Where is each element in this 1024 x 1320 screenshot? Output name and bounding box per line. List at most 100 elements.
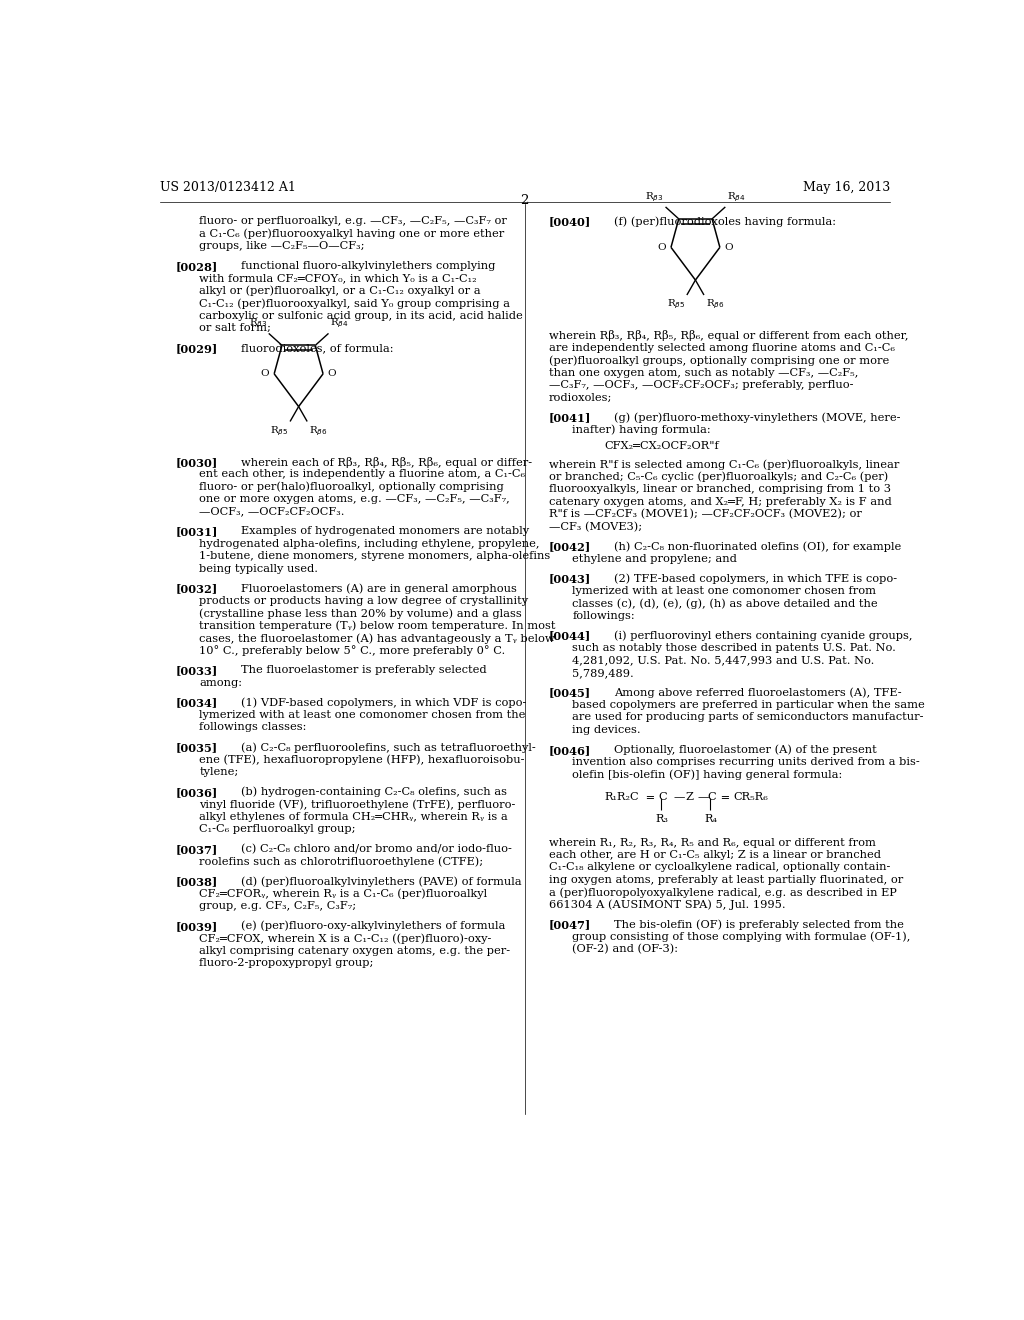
Text: (1) VDF-based copolymers, in which VDF is copo-: (1) VDF-based copolymers, in which VDF i… xyxy=(241,697,526,708)
Text: (a) C₂-C₈ perfluoroolefins, such as tetrafluoroethyl-: (a) C₂-C₈ perfluoroolefins, such as tetr… xyxy=(241,742,536,752)
Text: cases, the fluoroelastomer (A) has advantageously a Tᵧ below: cases, the fluoroelastomer (A) has advan… xyxy=(200,634,555,644)
Text: C₁-C₆ perfluoroalkyl group;: C₁-C₆ perfluoroalkyl group; xyxy=(200,824,356,834)
Text: [0035]: [0035] xyxy=(176,742,218,754)
Text: roolefins such as chlorotrifluoroethylene (CTFE);: roolefins such as chlorotrifluoroethylen… xyxy=(200,857,483,867)
Text: (OF-2) and (OF-3):: (OF-2) and (OF-3): xyxy=(572,944,679,954)
Text: lymerized with at least one comonomer chosen from the: lymerized with at least one comonomer ch… xyxy=(200,710,525,719)
Text: fluoro-2-propoxypropyl group;: fluoro-2-propoxypropyl group; xyxy=(200,958,374,968)
Text: [0045]: [0045] xyxy=(549,688,591,698)
Text: —: — xyxy=(674,792,685,801)
Text: carboxylic or sulfonic acid group, in its acid, acid halide: carboxylic or sulfonic acid group, in it… xyxy=(200,310,523,321)
Text: —CF₃ (MOVE3);: —CF₃ (MOVE3); xyxy=(549,521,642,532)
Text: fluorodioxoles, of formula:: fluorodioxoles, of formula: xyxy=(241,343,393,352)
Text: or branched; C₅-C₆ cyclic (per)fluoroalkyls; and C₂-C₆ (per): or branched; C₅-C₆ cyclic (per)fluoroalk… xyxy=(549,471,888,482)
Text: —C₃F₇, —OCF₃, —OCF₂CF₂OCF₃; preferably, perfluo-: —C₃F₇, —OCF₃, —OCF₂CF₂OCF₃; preferably, … xyxy=(549,380,853,391)
Text: (d) (per)fluoroalkylvinylethers (PAVE) of formula: (d) (per)fluoroalkylvinylethers (PAVE) o… xyxy=(241,876,521,887)
Text: ═: ═ xyxy=(722,792,728,801)
Text: (h) C₂-C₈ non-fluorinated olefins (OI), for example: (h) C₂-C₈ non-fluorinated olefins (OI), … xyxy=(613,541,901,552)
Text: alkyl ethylenes of formula CH₂═CHRᵧ, wherein Rᵧ is a: alkyl ethylenes of formula CH₂═CHRᵧ, whe… xyxy=(200,812,508,821)
Text: CFX₂═CX₂OCF₂OR"f: CFX₂═CX₂OCF₂OR"f xyxy=(604,441,719,451)
Text: such as notably those described in patents U.S. Pat. No.: such as notably those described in paten… xyxy=(572,643,896,653)
Text: (per)fluoroalkyl groups, optionally comprising one or more: (per)fluoroalkyl groups, optionally comp… xyxy=(549,355,889,366)
Text: R₃: R₃ xyxy=(655,814,668,824)
Text: with formula CF₂═CFOY₀, in which Y₀ is a C₁-C₁₂: with formula CF₂═CFOY₀, in which Y₀ is a… xyxy=(200,273,477,284)
Text: 4,281,092, U.S. Pat. No. 5,447,993 and U.S. Pat. No.: 4,281,092, U.S. Pat. No. 5,447,993 and U… xyxy=(572,655,874,665)
Text: [0032]: [0032] xyxy=(176,583,218,594)
Text: or salt form;: or salt form; xyxy=(200,323,271,333)
Text: R$_{\beta4}$: R$_{\beta4}$ xyxy=(727,190,745,203)
Text: (crystalline phase less than 20% by volume) and a glass: (crystalline phase less than 20% by volu… xyxy=(200,609,522,619)
Text: invention also comprises recurring units derived from a bis-: invention also comprises recurring units… xyxy=(572,758,921,767)
Text: CF₂═CFORᵧ, wherein Rᵧ is a C₁-C₆ (per)fluoroalkyl: CF₂═CFORᵧ, wherein Rᵧ is a C₁-C₆ (per)fl… xyxy=(200,888,487,899)
Text: R$_{\beta3}$: R$_{\beta3}$ xyxy=(645,190,664,203)
Text: wherein Rβ₃, Rβ₄, Rβ₅, Rβ₆, equal or different from each other,: wherein Rβ₃, Rβ₄, Rβ₅, Rβ₆, equal or dif… xyxy=(549,330,908,342)
Text: tylene;: tylene; xyxy=(200,767,239,777)
Text: (b) hydrogen-containing C₂-C₈ olefins, such as: (b) hydrogen-containing C₂-C₈ olefins, s… xyxy=(241,787,507,797)
Text: Fluoroelastomers (A) are in general amorphous: Fluoroelastomers (A) are in general amor… xyxy=(241,583,516,594)
Text: fluoro- or perfluoroalkyl, e.g. —CF₃, —C₂F₅, —C₃F₇ or: fluoro- or perfluoroalkyl, e.g. —CF₃, —C… xyxy=(200,216,507,226)
Text: ing oxygen atoms, preferably at least partially fluorinated, or: ing oxygen atoms, preferably at least pa… xyxy=(549,875,903,884)
Text: functional fluoro-alkylvinylethers complying: functional fluoro-alkylvinylethers compl… xyxy=(241,261,495,271)
Text: ent each other, is independently a fluorine atom, a C₁-C₆: ent each other, is independently a fluor… xyxy=(200,470,525,479)
Text: The fluoroelastomer is preferably selected: The fluoroelastomer is preferably select… xyxy=(241,665,486,676)
Text: a (per)fluoropolyoxyalkylene radical, e.g. as described in EP: a (per)fluoropolyoxyalkylene radical, e.… xyxy=(549,887,896,898)
Text: vinyl fluoride (VF), trifluoroethylene (TrFE), perfluoro-: vinyl fluoride (VF), trifluoroethylene (… xyxy=(200,799,516,809)
Text: CR₅R₆: CR₅R₆ xyxy=(733,792,768,801)
Text: than one oxygen atom, such as notably —CF₃, —C₂F₅,: than one oxygen atom, such as notably —C… xyxy=(549,368,858,378)
Text: one or more oxygen atoms, e.g. —CF₃, —C₂F₅, —C₃F₇,: one or more oxygen atoms, e.g. —CF₃, —C₂… xyxy=(200,494,510,504)
Text: [0044]: [0044] xyxy=(549,631,591,642)
Text: CF₂═CFOX, wherein X is a C₁-C₁₂ ((per)fluoro)-oxy-: CF₂═CFOX, wherein X is a C₁-C₁₂ ((per)fl… xyxy=(200,933,492,944)
Text: O: O xyxy=(657,243,667,252)
Text: fluoro- or per(halo)fluoroalkyl, optionally comprising: fluoro- or per(halo)fluoroalkyl, optiona… xyxy=(200,482,504,492)
Text: [0038]: [0038] xyxy=(176,876,218,887)
Text: groups, like —C₂F₅—O—CF₃;: groups, like —C₂F₅—O—CF₃; xyxy=(200,242,365,251)
Text: based copolymers are preferred in particular when the same: based copolymers are preferred in partic… xyxy=(572,700,925,710)
Text: R$_{\beta5}$: R$_{\beta5}$ xyxy=(270,425,289,438)
Text: Among above referred fluoroelastomers (A), TFE-: Among above referred fluoroelastomers (A… xyxy=(613,688,901,698)
Text: ing devices.: ing devices. xyxy=(572,725,641,735)
Text: Optionally, fluoroelastomer (A) of the present: Optionally, fluoroelastomer (A) of the p… xyxy=(613,744,877,755)
Text: each other, are H or C₁-C₅ alkyl; Z is a linear or branched: each other, are H or C₁-C₅ alkyl; Z is a… xyxy=(549,850,881,861)
Text: hydrogenated alpha-olefins, including ethylene, propylene,: hydrogenated alpha-olefins, including et… xyxy=(200,539,540,549)
Text: rodioxoles;: rodioxoles; xyxy=(549,392,612,403)
Text: alkyl or (per)fluoroalkyl, or a C₁-C₁₂ oxyalkyl or a: alkyl or (per)fluoroalkyl, or a C₁-C₁₂ o… xyxy=(200,285,481,296)
Text: Z: Z xyxy=(686,792,694,801)
Text: catenary oxygen atoms, and X₂═F, H; preferably X₂ is F and: catenary oxygen atoms, and X₂═F, H; pref… xyxy=(549,496,891,507)
Text: [0029]: [0029] xyxy=(176,343,218,354)
Text: R₁R₂C: R₁R₂C xyxy=(604,792,639,801)
Text: (f) (per)fluorodioxoles having formula:: (f) (per)fluorodioxoles having formula: xyxy=(613,216,836,227)
Text: [0043]: [0043] xyxy=(549,573,591,585)
Text: group, e.g. CF₃, C₂F₅, C₃F₇;: group, e.g. CF₃, C₂F₅, C₃F₇; xyxy=(200,900,356,911)
Text: [0042]: [0042] xyxy=(549,541,591,552)
Text: C: C xyxy=(708,792,716,801)
Text: US 2013/0123412 A1: US 2013/0123412 A1 xyxy=(160,181,296,194)
Text: R$_{\beta6}$: R$_{\beta6}$ xyxy=(309,425,328,438)
Text: —OCF₃, —OCF₂CF₂OCF₃.: —OCF₃, —OCF₂CF₂OCF₃. xyxy=(200,507,345,516)
Text: [0034]: [0034] xyxy=(176,697,218,709)
Text: 661304 A (AUSIMONT SPA) 5, Jul. 1995.: 661304 A (AUSIMONT SPA) 5, Jul. 1995. xyxy=(549,900,785,911)
Text: (g) (per)fluoro-methoxy-vinylethers (MOVE, here-: (g) (per)fluoro-methoxy-vinylethers (MOV… xyxy=(613,412,900,422)
Text: O: O xyxy=(328,370,337,379)
Text: [0031]: [0031] xyxy=(176,527,218,537)
Text: [0036]: [0036] xyxy=(176,787,218,797)
Text: are used for producing parts of semiconductors manufactur-: are used for producing parts of semicond… xyxy=(572,713,924,722)
Text: (2) TFE-based copolymers, in which TFE is copo-: (2) TFE-based copolymers, in which TFE i… xyxy=(613,573,897,583)
Text: R₄: R₄ xyxy=(705,814,717,824)
Text: transition temperature (Tᵧ) below room temperature. In most: transition temperature (Tᵧ) below room t… xyxy=(200,620,556,631)
Text: followings classes:: followings classes: xyxy=(200,722,307,733)
Text: May 16, 2013: May 16, 2013 xyxy=(803,181,890,194)
Text: [0030]: [0030] xyxy=(176,457,218,469)
Text: —: — xyxy=(697,792,709,801)
Text: [0040]: [0040] xyxy=(549,216,591,227)
Text: 1-butene, diene monomers, styrene monomers, alpha-olefins: 1-butene, diene monomers, styrene monome… xyxy=(200,552,551,561)
Text: [0039]: [0039] xyxy=(176,921,218,932)
Text: being typically used.: being typically used. xyxy=(200,564,318,574)
Text: [0046]: [0046] xyxy=(549,744,591,755)
Text: [0028]: [0028] xyxy=(176,261,218,272)
Text: are independently selected among fluorine atoms and C₁-C₆: are independently selected among fluorin… xyxy=(549,343,895,352)
Text: ═: ═ xyxy=(646,792,653,801)
Text: lymerized with at least one comonomer chosen from: lymerized with at least one comonomer ch… xyxy=(572,586,877,595)
Text: (e) (per)fluoro-oxy-alkylvinylethers of formula: (e) (per)fluoro-oxy-alkylvinylethers of … xyxy=(241,921,505,932)
Text: fluorooxyalkyls, linear or branched, comprising from 1 to 3: fluorooxyalkyls, linear or branched, com… xyxy=(549,484,891,494)
Text: 2: 2 xyxy=(520,194,529,207)
